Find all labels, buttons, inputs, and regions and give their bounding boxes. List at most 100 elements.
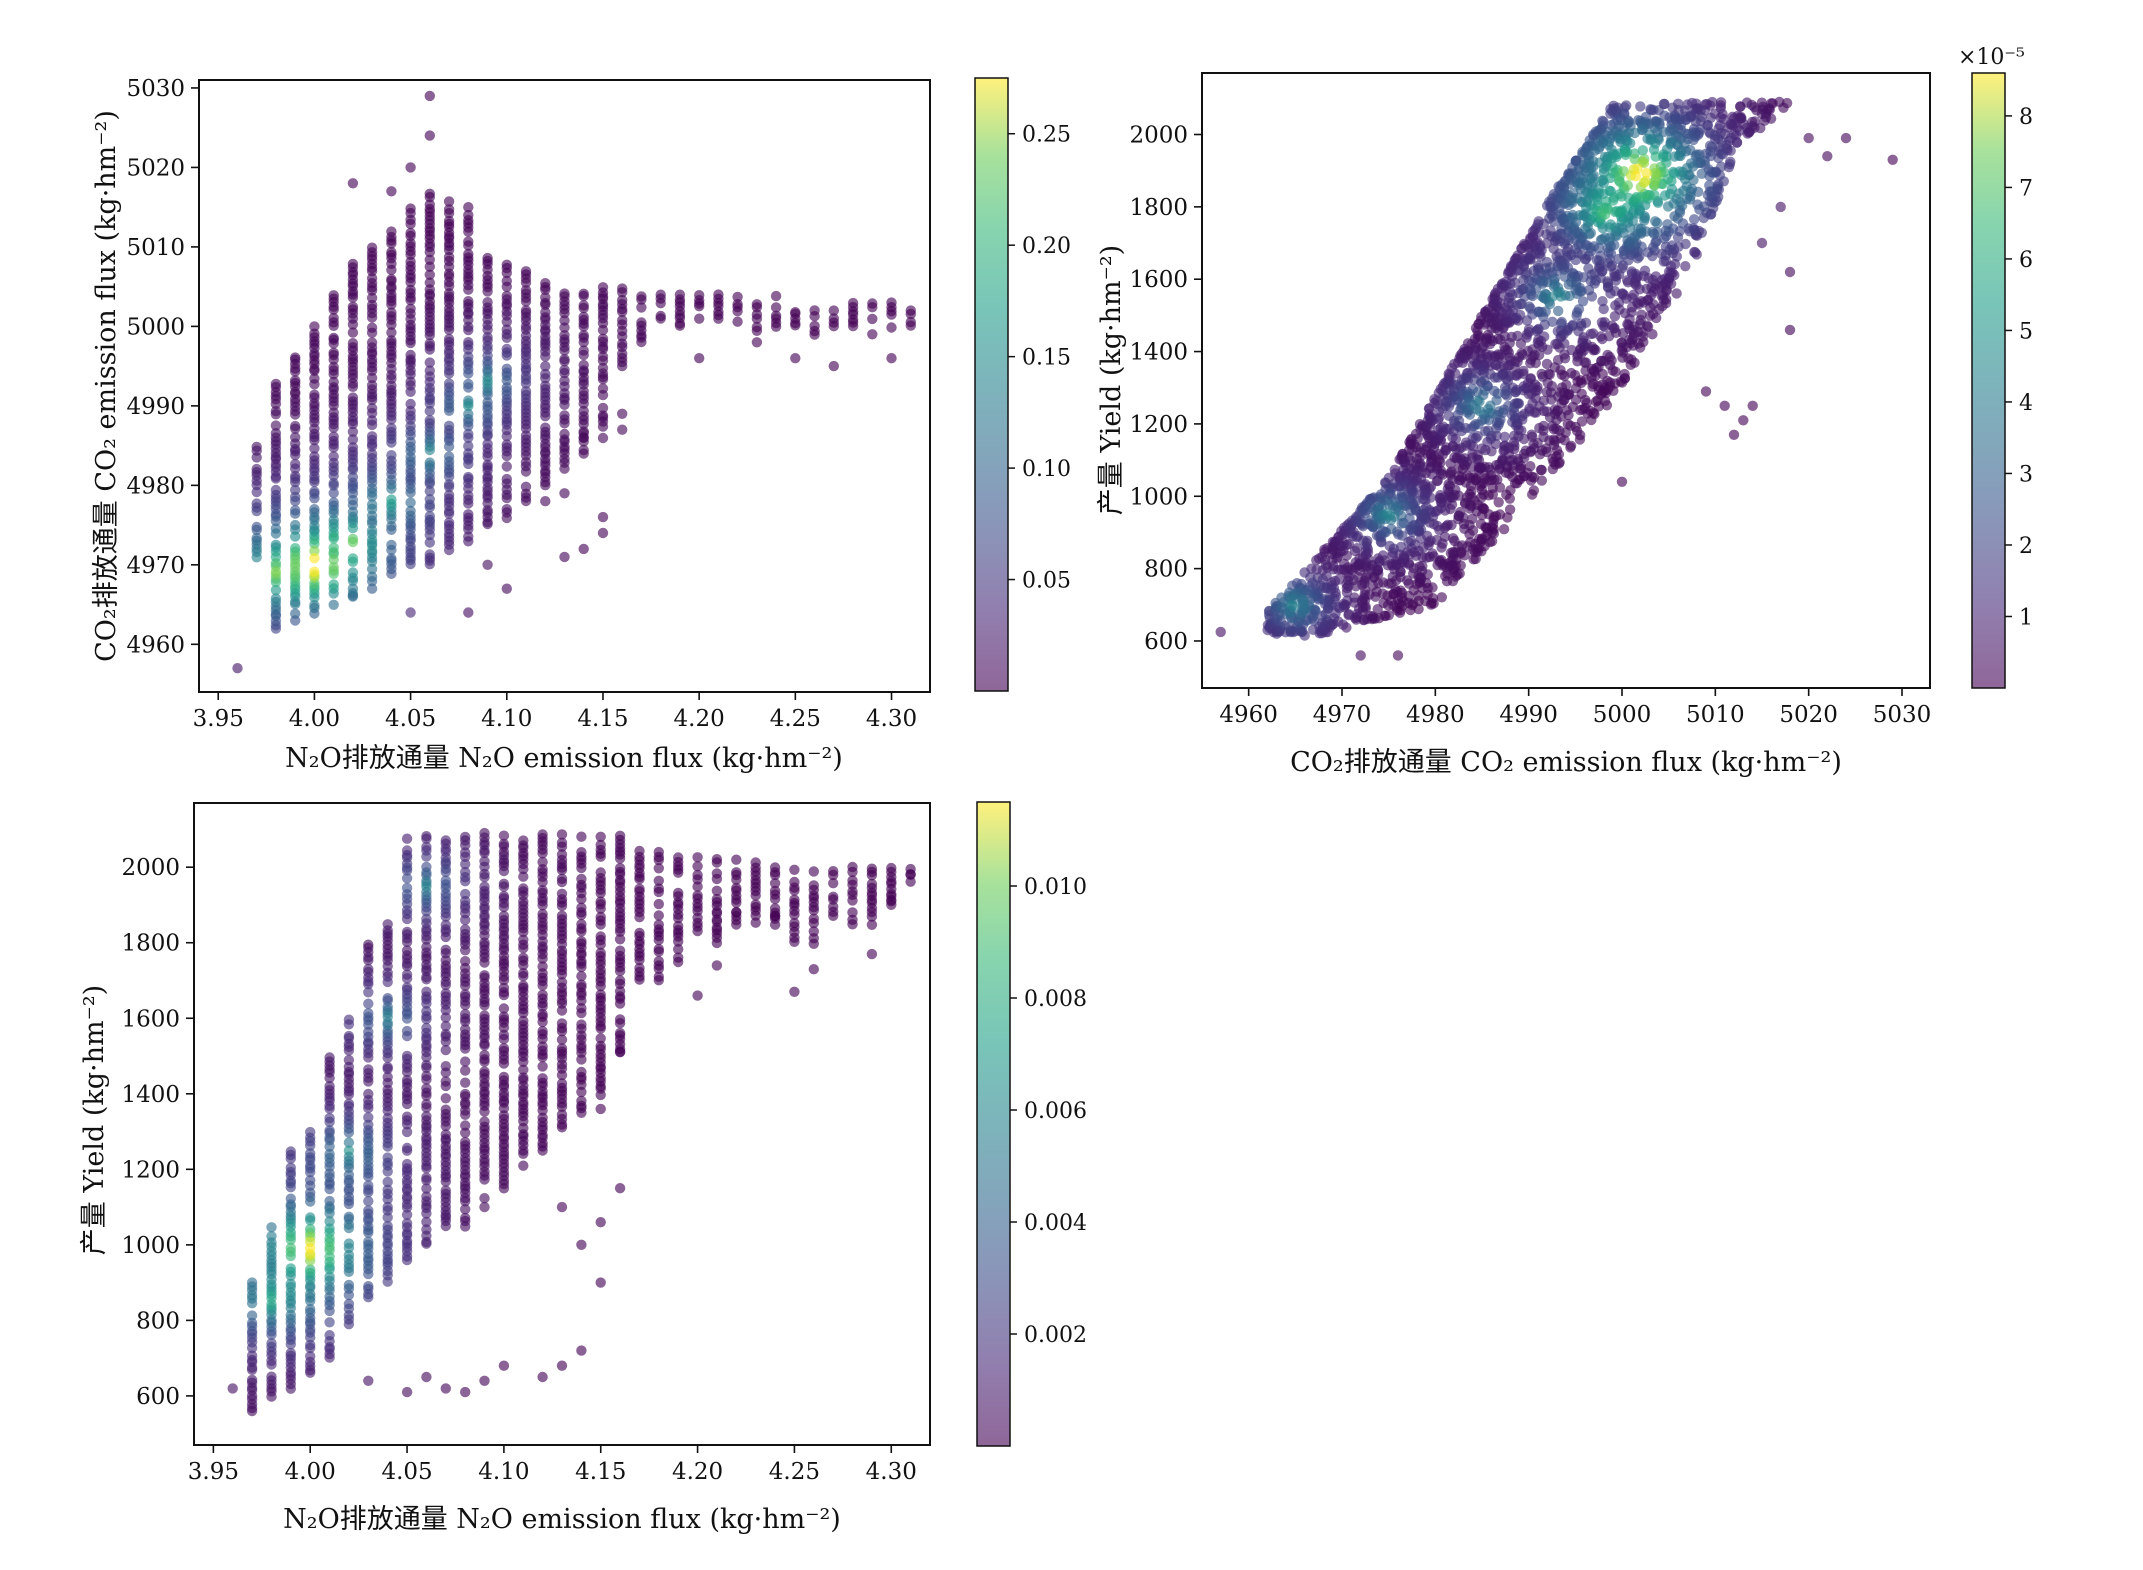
panel-a-data-point [251, 452, 262, 463]
panel-b-colorbar-tick-label: 2 [2019, 534, 2033, 559]
panel-a-data-point [559, 308, 570, 319]
panel-a-data-point [597, 374, 609, 385]
panel-b-data-point [1436, 592, 1448, 603]
panel-a-data-point [328, 320, 339, 331]
panel-a-data-point [405, 218, 416, 230]
panel-c-data-point [382, 1061, 393, 1073]
panel-a-data-point [463, 408, 474, 420]
panel-b-data-point [1288, 601, 1299, 612]
panel-b-x-tick-label: 5000 [1593, 702, 1652, 728]
panel-c-data-point [576, 919, 587, 930]
panel-b-data-point [1611, 151, 1622, 163]
panel-a-data-point [366, 419, 378, 431]
panel-b-x-tick-label: 5020 [1779, 702, 1838, 728]
panel-a-data-point [347, 327, 359, 338]
panel-b-data-point [1728, 429, 1740, 440]
panel-a-data-point [366, 540, 378, 551]
panel-b-data-point [1541, 386, 1553, 398]
panel-c-data-point [479, 881, 490, 892]
panel-c-data-point [537, 1371, 548, 1383]
panel-a-data-point [463, 607, 474, 618]
panel-c-data-point [440, 944, 451, 955]
panel-a-data-point [328, 442, 339, 453]
panel-a-colorbar-tick-label: 0.05 [1022, 569, 1071, 594]
panel-a-data-point [867, 302, 878, 313]
panel-c-data-point [479, 1201, 490, 1213]
panel-a-data-point [443, 451, 455, 462]
panel-a-data-point [463, 509, 474, 520]
panel-b-data-point [1377, 550, 1389, 561]
panel-a-data-point [828, 321, 839, 332]
panel-c-data-point [576, 1095, 587, 1107]
panel-c-data-point [401, 1126, 413, 1138]
panel-c-data-point [711, 885, 723, 896]
panel-b-data-point [1534, 422, 1545, 434]
panel-a-data-point [270, 593, 282, 604]
panel-c-data-point [246, 1374, 258, 1386]
panel-b-data-point [1384, 510, 1396, 521]
panel-a-data-point [328, 533, 339, 544]
panel-a-data-point [347, 178, 359, 189]
panel-b-data-point [1311, 555, 1322, 566]
panel-c-data-point [673, 867, 684, 878]
panel-a-data-point [386, 264, 397, 276]
panel-c-data-point [518, 871, 529, 882]
panel-a-data-point [501, 504, 512, 515]
panel-a-data-point [597, 383, 609, 394]
panel-c-data-point [692, 852, 703, 863]
panel-a-y-tick-label: 4960 [126, 632, 185, 658]
panel-a-x-tick-label: 4.10 [481, 706, 532, 732]
panel-a-data-point [386, 299, 397, 310]
panel-c-data-point [518, 1148, 529, 1160]
panel-a-data-point [578, 349, 589, 361]
panel-c-data-point [808, 964, 819, 975]
panel-a-data-point [328, 599, 339, 610]
panel-a: 3.95 4.00 4.05 4.10 4.15 4.20 4.25 4.30 4960497… [91, 76, 1071, 774]
panel-c-data-point [576, 1239, 587, 1251]
panel-b-x-tick-label: 4990 [1499, 702, 1558, 728]
panel-a-data-point [559, 345, 570, 356]
panel-c-data-point [343, 1030, 355, 1042]
panel-a-data-point [732, 291, 743, 303]
panel-a-data-point [847, 320, 859, 332]
panel-a-y-tick-label: 5030 [126, 76, 185, 102]
panel-b-y-tick-label: 2000 [1129, 123, 1188, 149]
panel-c-data-point [711, 960, 723, 971]
panel-a-data-point [347, 426, 359, 437]
panel-c-data-point [401, 1098, 413, 1110]
panel-c-data-point [421, 1238, 432, 1249]
panel-a-y-tick-label: 5010 [126, 235, 185, 261]
panel-a-data-point [328, 422, 339, 433]
panel-c-data-point [576, 1345, 587, 1356]
panel-a-data-point [482, 451, 493, 462]
panel-a-data-point [463, 471, 474, 483]
panel-c-data-point [460, 1056, 471, 1067]
panel-b-data-point [1696, 168, 1708, 179]
panel-a-data-point [905, 308, 916, 320]
panel-b-data-point [1650, 216, 1661, 227]
panel-a-data-point [290, 366, 301, 377]
panel-a-data-point [347, 567, 359, 578]
panel-c-data-point [498, 881, 510, 892]
panel-a-data-point [290, 558, 301, 569]
panel-c-data-point [556, 1201, 568, 1213]
panel-a-data-point [540, 284, 551, 295]
panel-b-data-point [1489, 372, 1501, 383]
panel-c-data-point [576, 882, 587, 893]
panel-a-data-point [751, 302, 763, 313]
panel-a-data-point [424, 549, 435, 560]
panel-b-data-point [1756, 237, 1768, 249]
panel-c-data-point [382, 919, 393, 930]
panel-c-data-point [634, 927, 645, 939]
panel-b-data-point [1362, 535, 1373, 546]
panel-c-data-point [460, 1109, 471, 1121]
panel-c-data-point [479, 1000, 490, 1011]
panel-a-data-point [636, 294, 647, 305]
panel-a-data-point [655, 298, 666, 309]
panel-b-colorbar-tick-label: 8 [2019, 105, 2033, 130]
panel-c-data-point [537, 1061, 548, 1072]
panel-c-data-point [363, 1375, 374, 1387]
panel-a-data-point [366, 394, 378, 406]
panel-a-data-point [578, 321, 589, 332]
panel-a-data-point [463, 378, 474, 390]
